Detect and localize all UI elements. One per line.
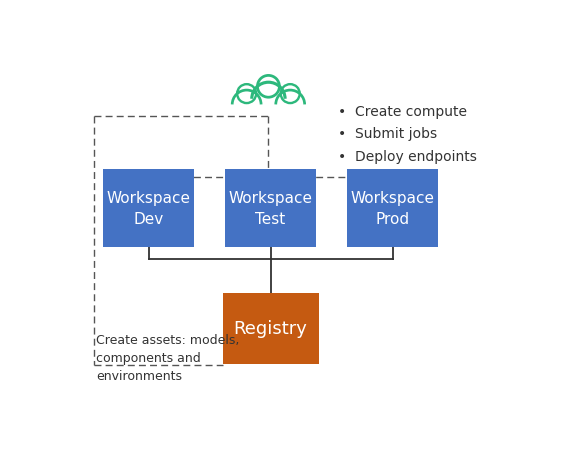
FancyBboxPatch shape [225,170,316,248]
Text: •  Submit jobs: • Submit jobs [338,127,437,141]
Text: •  Create compute: • Create compute [338,105,467,119]
Text: Workspace
Dev: Workspace Dev [107,191,191,226]
Text: Workspace
Test: Workspace Test [229,191,312,226]
FancyBboxPatch shape [103,170,194,248]
FancyBboxPatch shape [347,170,438,248]
Text: Workspace
Prod: Workspace Prod [351,191,434,226]
Text: Registry: Registry [234,319,307,337]
Text: Create assets: models,
components and
environments: Create assets: models, components and en… [97,334,240,382]
Text: •  Deploy endpoints: • Deploy endpoints [338,150,477,164]
FancyBboxPatch shape [223,293,319,364]
